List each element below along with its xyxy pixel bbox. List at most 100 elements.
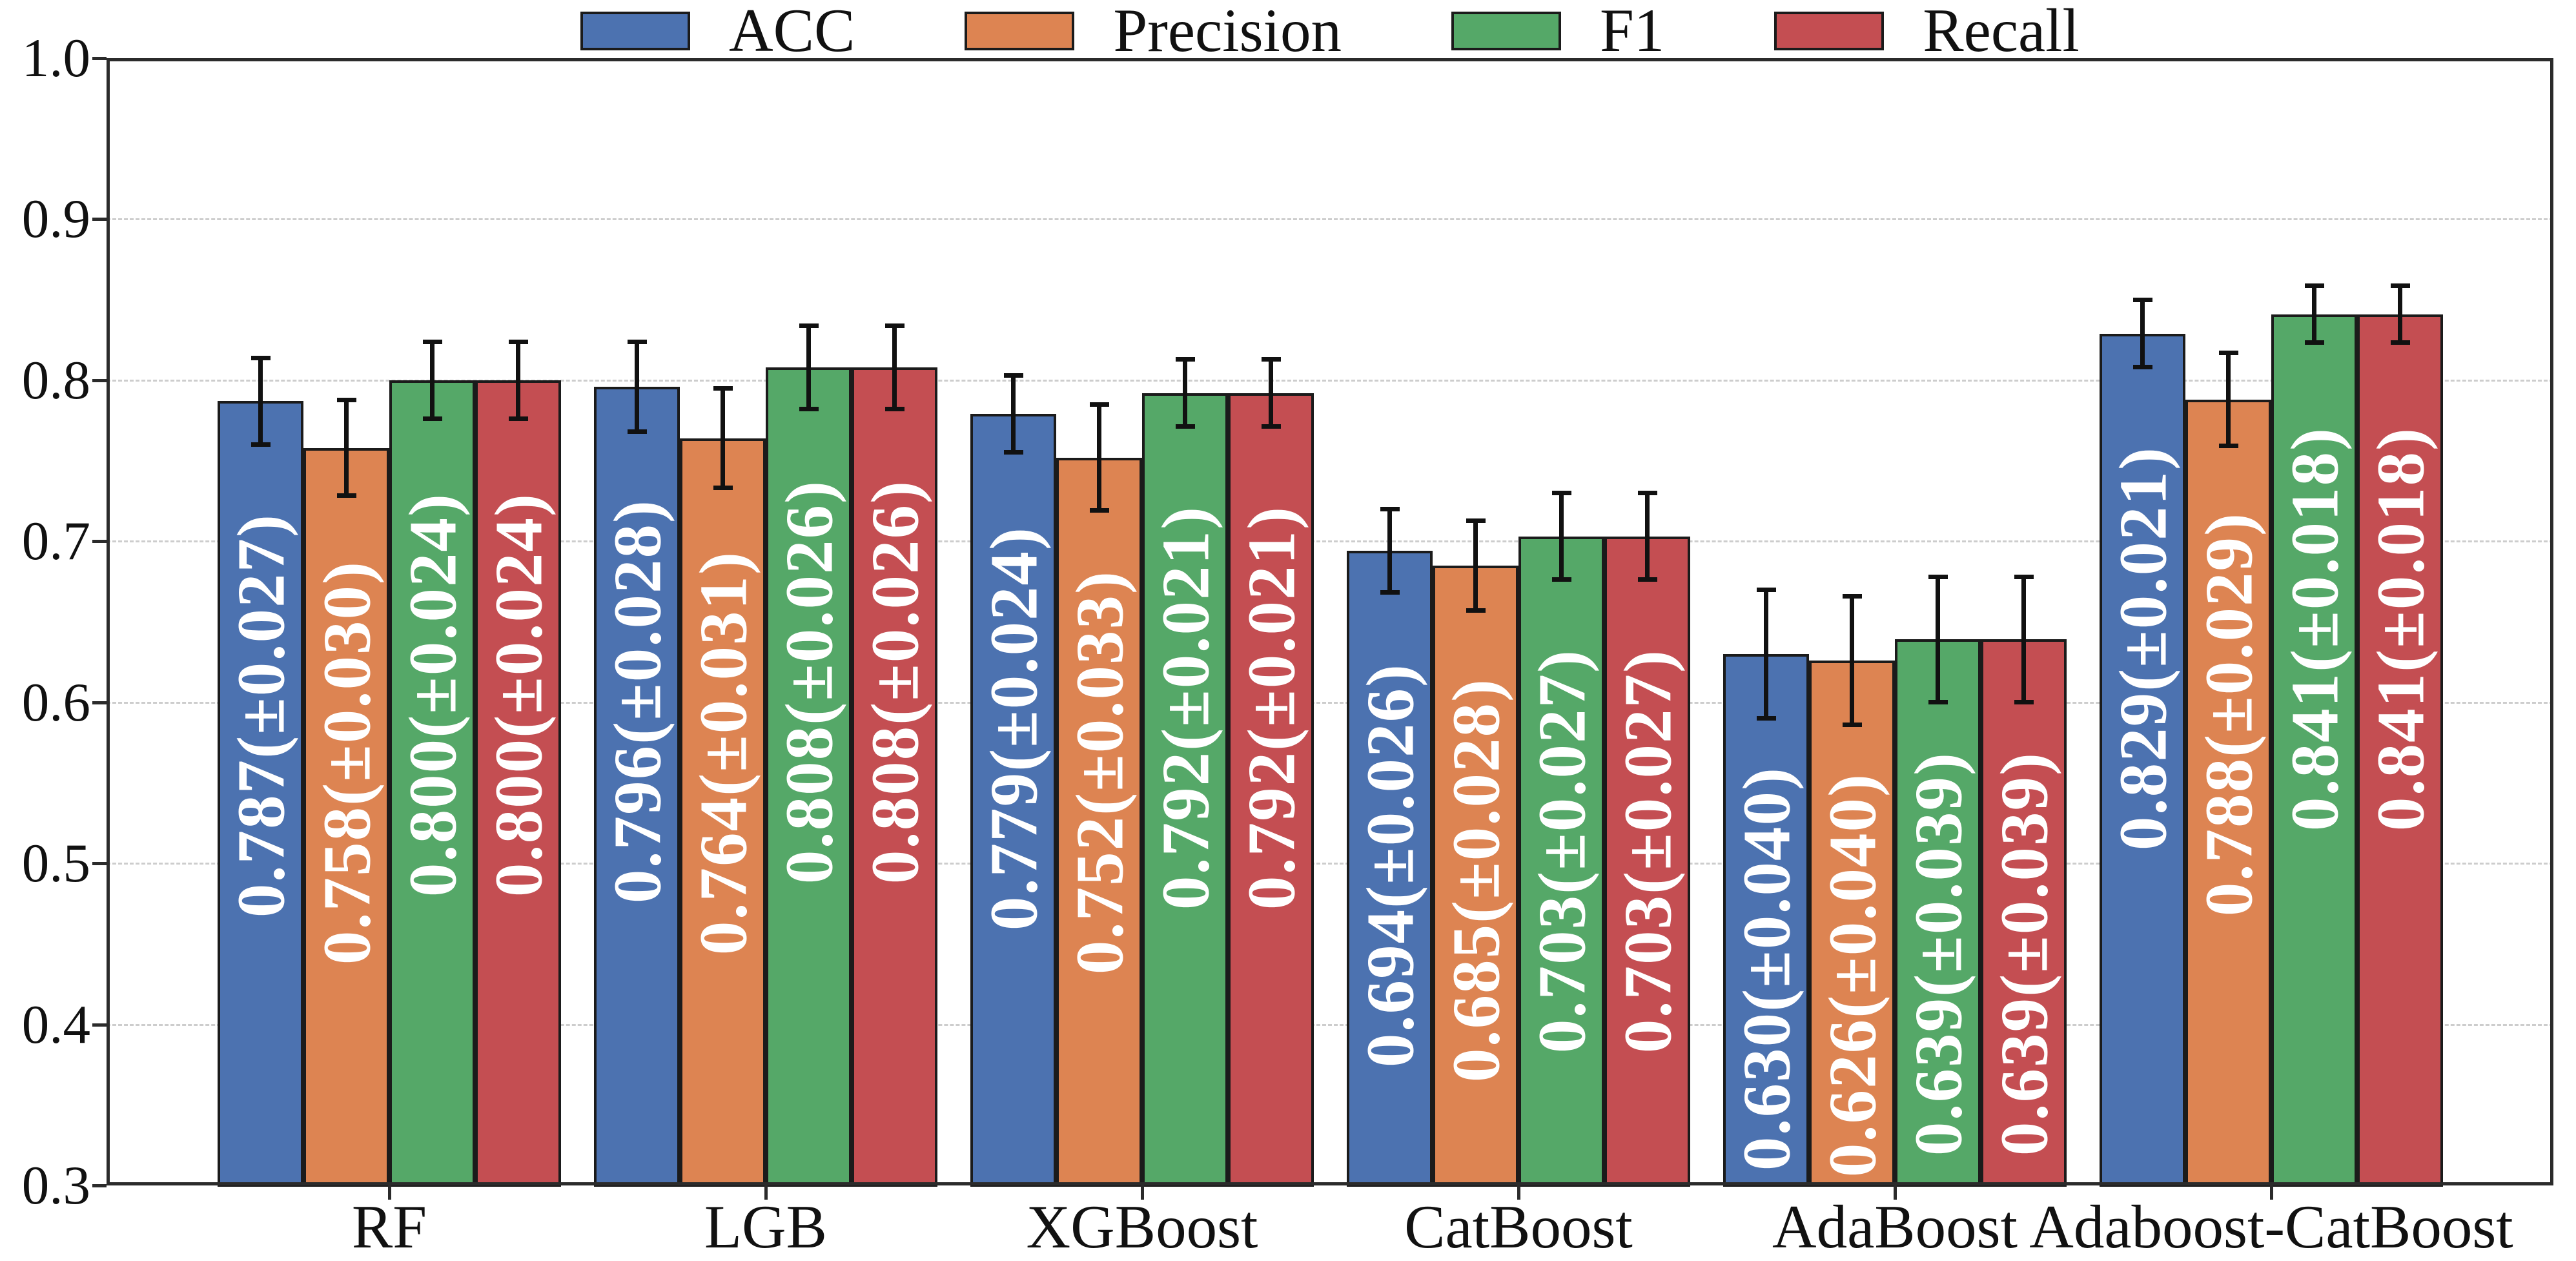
error-cap-top <box>1756 588 1776 593</box>
error-cap-top <box>1089 402 1109 407</box>
x-tick-adaboost <box>1894 1185 1897 1200</box>
bar-value-label: 0.694(±0.026) <box>1352 663 1427 1068</box>
error-bar-adaboost-catboost-acc <box>2140 300 2145 367</box>
bar-value-label: 0.758(±0.030) <box>309 560 384 965</box>
y-tick-label-0.6: 0.6 <box>21 672 90 733</box>
error-bar-rf-precision <box>344 399 349 497</box>
error-cap-top <box>1466 518 1486 523</box>
bar-adaboost-recall: 0.639(±0.039) <box>1981 639 2067 1187</box>
error-cap-bottom <box>1928 699 1948 704</box>
x-tick-rf <box>388 1185 391 1200</box>
bar-adaboost-f1: 0.639(±0.039) <box>1895 639 1981 1187</box>
bar-value-label: 0.703(±0.027) <box>1524 648 1599 1053</box>
bar-value-label: 0.703(±0.027) <box>1610 648 1685 1053</box>
error-cap-bottom <box>2132 364 2152 369</box>
error-bar-lgb-recall <box>892 325 897 409</box>
legend-label-recall: Recall <box>1923 0 2080 65</box>
bar-lgb-acc: 0.796(±0.028) <box>594 386 680 1187</box>
bar-adaboost-acc: 0.630(±0.040) <box>1723 653 1809 1187</box>
error-bar-catboost-f1 <box>1559 493 1564 580</box>
legend-label-acc: ACC <box>729 0 855 65</box>
bar-value-label: 0.792(±0.021) <box>1233 505 1309 910</box>
error-cap-bottom <box>1637 577 1657 582</box>
error-cap-bottom <box>508 416 528 421</box>
legend-label-precision: Precision <box>1113 0 1342 65</box>
error-cap-bottom <box>336 493 356 498</box>
error-cap-bottom <box>1089 507 1109 513</box>
error-bar-adaboost-catboost-recall <box>2398 285 2402 343</box>
y-tick-label-1: 1.0 <box>21 28 90 88</box>
error-cap-top <box>1175 357 1195 362</box>
error-bar-rf-acc <box>258 357 263 445</box>
legend-swatch-acc-icon <box>580 11 691 50</box>
bar-rf-acc: 0.787(±0.027) <box>218 401 303 1187</box>
error-cap-top <box>2218 351 2238 356</box>
error-cap-bottom <box>884 406 905 411</box>
bar-value-label: 0.800(±0.024) <box>394 492 470 897</box>
bar-adaboost-precision: 0.626(±0.040) <box>1809 660 1895 1187</box>
error-cap-top <box>627 339 647 344</box>
error-cap-bottom <box>1380 590 1400 595</box>
error-bar-adaboost-catboost-f1 <box>2312 285 2316 343</box>
bar-value-label: 0.630(±0.040) <box>1728 766 1804 1171</box>
bar-xgboost-acc: 0.779(±0.024) <box>970 414 1056 1187</box>
bar-lgb-recall: 0.808(±0.026) <box>852 367 937 1187</box>
bar-catboost-precision: 0.685(±0.028) <box>1433 565 1518 1187</box>
x-tick-xgboost <box>1141 1185 1144 1200</box>
error-cap-top <box>2390 283 2410 288</box>
error-bar-xgboost-precision <box>1097 404 1101 511</box>
y-tick-0.5 <box>92 862 107 866</box>
error-cap-bottom <box>1175 424 1195 429</box>
error-cap-bottom <box>2390 340 2410 345</box>
error-cap-top <box>1261 357 1281 362</box>
error-cap-bottom <box>1003 450 1023 455</box>
x-tick-label-xgboost: XGBoost <box>1026 1193 1258 1261</box>
bar-value-label: 0.779(±0.024) <box>976 526 1051 931</box>
bar-adaboost-catboost-acc: 0.829(±0.021) <box>2100 333 2185 1187</box>
bar-rf-precision: 0.758(±0.030) <box>303 447 389 1187</box>
error-cap-top <box>1551 491 1571 496</box>
bar-value-label: 0.752(±0.033) <box>1061 569 1137 974</box>
error-cap-top <box>1380 507 1400 512</box>
legend-swatch-precision-icon <box>965 11 1075 50</box>
gridline-0.7 <box>107 540 2553 543</box>
error-bar-catboost-precision <box>1473 520 1478 611</box>
error-bar-rf-recall <box>516 341 520 419</box>
error-cap-bottom <box>2014 699 2034 704</box>
error-cap-top <box>1928 575 1948 580</box>
error-cap-top <box>336 397 356 402</box>
bar-adaboost-catboost-recall: 0.841(±0.018) <box>2357 314 2443 1187</box>
error-cap-top <box>713 386 733 391</box>
error-bar-xgboost-f1 <box>1183 359 1187 427</box>
gridline-0.5 <box>107 863 2553 865</box>
bar-value-label: 0.685(±0.028) <box>1438 677 1513 1082</box>
error-cap-top <box>1637 491 1657 496</box>
chart-legend: ACC Precision F1 Recall <box>107 0 2553 65</box>
bar-value-label: 0.792(±0.021) <box>1147 505 1223 910</box>
error-bar-lgb-precision <box>721 388 725 488</box>
y-tick-label-0.9: 0.9 <box>21 189 90 250</box>
bar-xgboost-f1: 0.792(±0.021) <box>1142 393 1228 1187</box>
error-cap-bottom <box>1261 424 1281 429</box>
gridline-0.6 <box>107 701 2553 704</box>
error-cap-bottom <box>1756 715 1776 721</box>
error-cap-top <box>250 355 271 360</box>
bar-xgboost-precision: 0.752(±0.033) <box>1056 457 1142 1187</box>
error-cap-top <box>884 323 905 329</box>
x-tick-label-adaboost: AdaBoost <box>1772 1193 2018 1261</box>
error-cap-top <box>2304 283 2324 288</box>
x-tick-label-lgb: LGB <box>704 1193 827 1261</box>
error-bar-lgb-acc <box>635 341 639 432</box>
error-cap-top <box>799 323 819 329</box>
error-bar-catboost-acc <box>1387 509 1392 593</box>
y-tick-0.7 <box>92 540 107 544</box>
gridline-0.9 <box>107 218 2553 221</box>
legend-item-recall: Recall <box>1774 0 2080 61</box>
x-tick-label-adaboost-catboost: Adaboost-CatBoost <box>2029 1193 2513 1261</box>
error-cap-top <box>2014 575 2034 580</box>
error-cap-bottom <box>2304 340 2324 345</box>
error-cap-bottom <box>627 429 647 434</box>
y-tick-label-0.4: 0.4 <box>21 994 90 1055</box>
error-bar-adaboost-f1 <box>1936 577 1940 702</box>
